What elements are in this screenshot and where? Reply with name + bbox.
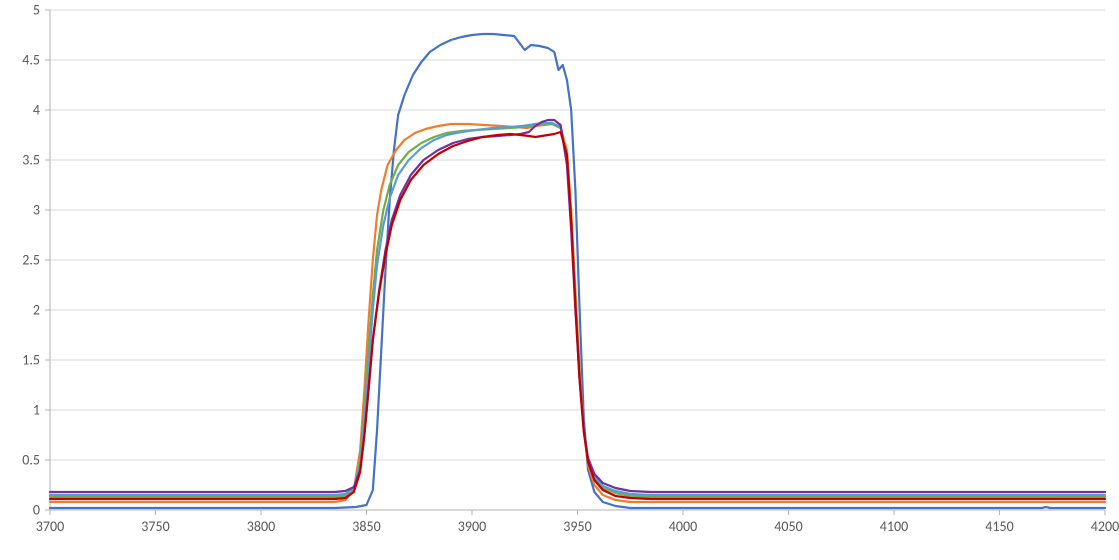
y-tick-label: 2.5 (0, 252, 40, 269)
x-tick-label: 3900 (458, 518, 486, 535)
x-tick-label: 3950 (563, 518, 591, 535)
x-tick-label: 4100 (880, 518, 908, 535)
x-tick-label: 3750 (141, 518, 169, 535)
x-tick-label: 3800 (247, 518, 275, 535)
y-tick-label: 3.5 (0, 152, 40, 169)
y-tick-label: 1 (0, 402, 40, 419)
y-tick-label: 5 (0, 2, 40, 19)
y-tick-label: 3 (0, 202, 40, 219)
x-tick-label: 4000 (669, 518, 697, 535)
y-tick-label: 0.5 (0, 452, 40, 469)
y-tick-label: 4 (0, 102, 40, 119)
x-tick-label: 4150 (985, 518, 1013, 535)
y-tick-label: 4.5 (0, 52, 40, 69)
line-chart: 0 0.5 1 1.5 2 2.5 3 3.5 4 4.5 5 3700 3750 3800 3850 390… (0, 0, 1119, 555)
y-tick-label: 0 (0, 502, 40, 519)
x-tick-label: 4050 (774, 518, 802, 535)
x-tick-label: 4200 (1091, 518, 1119, 535)
x-tick-label: 3700 (36, 518, 64, 535)
x-tick-label: 3850 (352, 518, 380, 535)
chart-svg (0, 0, 1119, 555)
y-tick-label: 1.5 (0, 352, 40, 369)
y-tick-label: 2 (0, 302, 40, 319)
